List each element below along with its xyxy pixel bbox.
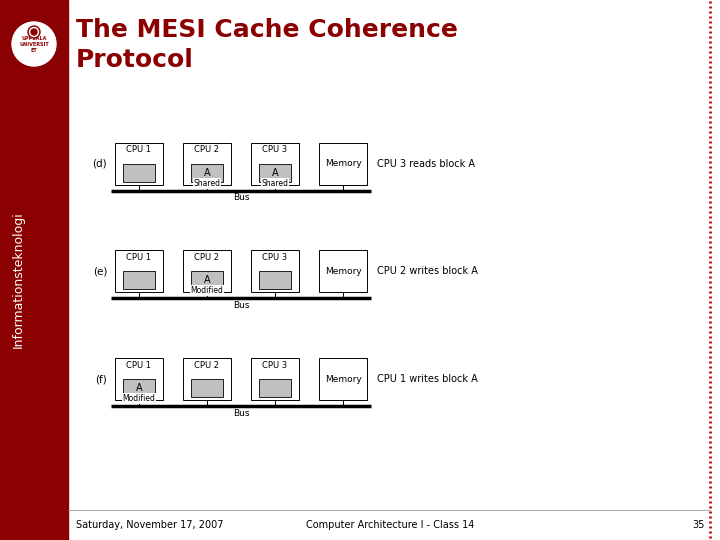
Text: (e): (e) — [93, 266, 107, 276]
Text: CPU 2: CPU 2 — [194, 361, 220, 369]
Text: Modified: Modified — [122, 394, 156, 403]
Text: CPU 2 writes block A: CPU 2 writes block A — [377, 266, 478, 276]
Circle shape — [30, 28, 38, 37]
Text: (d): (d) — [92, 159, 107, 169]
Text: A: A — [204, 168, 210, 178]
Bar — [115, 143, 163, 185]
Bar — [251, 250, 299, 292]
Text: Shared: Shared — [194, 179, 220, 188]
Text: Memory: Memory — [325, 375, 361, 383]
Text: CPU 3 reads block A: CPU 3 reads block A — [377, 159, 475, 169]
Bar — [319, 143, 367, 185]
Bar — [259, 271, 291, 289]
Bar — [319, 250, 367, 292]
Text: A: A — [204, 275, 210, 285]
Bar — [183, 250, 231, 292]
Text: Computer Architecture I - Class 14: Computer Architecture I - Class 14 — [306, 520, 474, 530]
Bar — [191, 271, 223, 289]
Bar — [191, 164, 223, 182]
Bar — [259, 164, 291, 182]
Text: CPU 1: CPU 1 — [127, 361, 151, 369]
Bar — [191, 379, 223, 397]
Bar — [183, 358, 231, 400]
Text: UNIVERSIT: UNIVERSIT — [19, 43, 49, 48]
Bar — [115, 250, 163, 292]
Bar — [0, 0, 68, 540]
Text: Memory: Memory — [325, 267, 361, 275]
Text: Informationsteknologi: Informationsteknologi — [12, 212, 24, 348]
Bar — [115, 358, 163, 400]
Text: Saturday, November 17, 2007: Saturday, November 17, 2007 — [76, 520, 223, 530]
Text: The MESI Cache Coherence: The MESI Cache Coherence — [76, 18, 458, 42]
Text: Bus: Bus — [233, 408, 249, 417]
Text: CPU 1: CPU 1 — [127, 253, 151, 261]
Bar — [123, 271, 155, 289]
Circle shape — [28, 26, 40, 38]
Bar — [319, 358, 367, 400]
Bar — [251, 143, 299, 185]
Text: CPU 2: CPU 2 — [194, 145, 220, 154]
Text: A: A — [135, 383, 143, 393]
Text: A: A — [271, 168, 279, 178]
Text: Memory: Memory — [325, 159, 361, 168]
Text: CPU 3: CPU 3 — [262, 253, 287, 261]
Text: Bus: Bus — [233, 300, 249, 309]
Text: CPU 3: CPU 3 — [262, 361, 287, 369]
Text: 35: 35 — [693, 520, 705, 530]
Text: (f): (f) — [95, 374, 107, 384]
Circle shape — [31, 29, 37, 35]
Text: Modified: Modified — [191, 286, 223, 295]
Bar — [123, 379, 155, 397]
Text: ET: ET — [31, 49, 37, 53]
Text: CPU 3: CPU 3 — [262, 145, 287, 154]
Text: UPPSALA: UPPSALA — [22, 36, 47, 40]
Bar — [123, 164, 155, 182]
Text: CPU 1: CPU 1 — [127, 145, 151, 154]
Bar — [259, 379, 291, 397]
Bar — [183, 143, 231, 185]
Text: Bus: Bus — [233, 193, 249, 202]
Circle shape — [12, 22, 56, 66]
Text: CPU 2: CPU 2 — [194, 253, 220, 261]
Bar — [251, 358, 299, 400]
Text: Shared: Shared — [261, 179, 289, 188]
Text: CPU 1 writes block A: CPU 1 writes block A — [377, 374, 478, 384]
Text: Protocol: Protocol — [76, 48, 194, 72]
